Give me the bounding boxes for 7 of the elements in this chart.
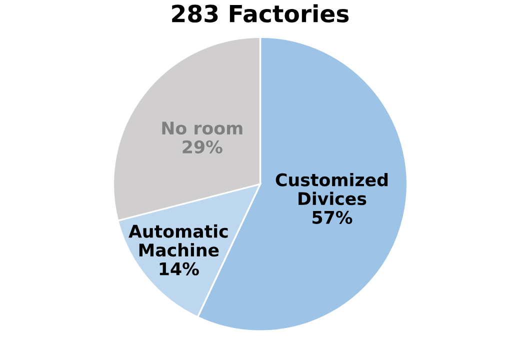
data-label: 14% [160, 262, 199, 276]
slice-label: Automatic Machine [128, 224, 228, 257]
data-label: 57% [312, 210, 352, 224]
chart-title: 283 Factories [172, 4, 349, 23]
slice-label: Customized Divices [276, 172, 388, 206]
slice-label: No room [162, 122, 242, 135]
data-label: 29% [182, 140, 222, 154]
